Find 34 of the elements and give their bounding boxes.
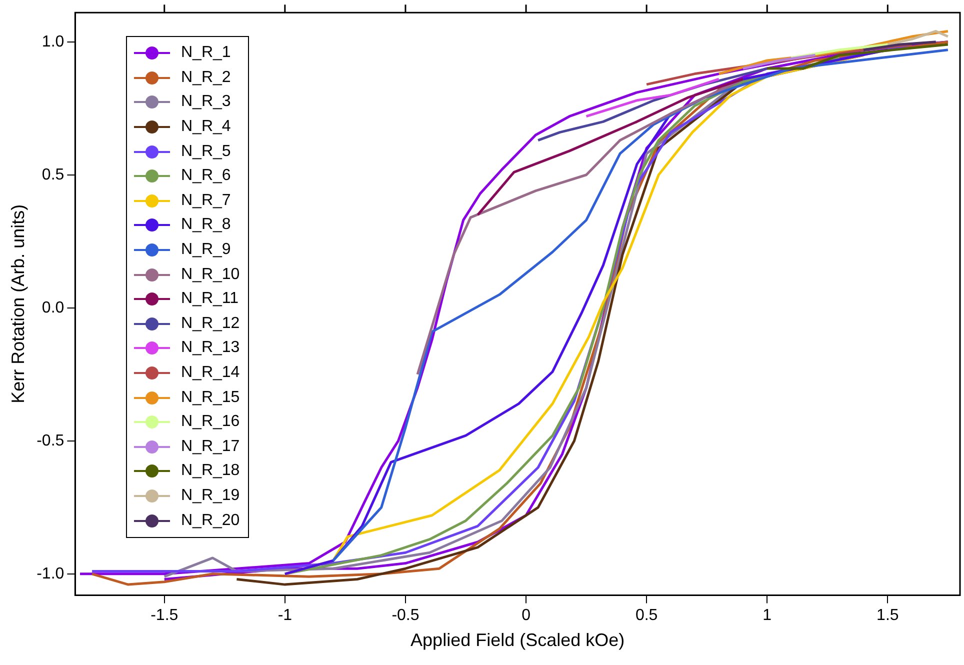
legend-label: N_R_12 — [181, 314, 240, 333]
x-tick-label: -1 — [278, 607, 292, 624]
legend-label: N_R_16 — [181, 413, 240, 432]
y-axis-title: Kerr Rotation (Arb. units) — [8, 204, 28, 404]
legend-label: N_R_4 — [181, 118, 231, 136]
legend-label: N_R_17 — [181, 438, 240, 456]
legend-label: N_R_18 — [181, 462, 240, 480]
y-tick-label: -0.5 — [36, 432, 64, 450]
legend-label: N_R_19 — [181, 486, 240, 505]
legend-label: N_R_10 — [181, 266, 240, 284]
x-tick-label: 0.5 — [635, 607, 658, 624]
legend-label: N_R_9 — [181, 241, 231, 260]
x-tick-label: -1.5 — [150, 607, 178, 624]
x-axis-title: Applied Field (Scaled kOe) — [410, 630, 625, 650]
legend-label: N_R_7 — [181, 192, 231, 210]
y-tick-label: 1.0 — [42, 33, 64, 50]
x-tick-label: -0.5 — [392, 607, 420, 624]
legend-label: N_R_3 — [181, 93, 231, 112]
legend-label: N_R_5 — [181, 142, 231, 161]
legend-label: N_R_8 — [181, 216, 231, 234]
legend-label: N_R_14 — [181, 364, 240, 382]
legend-label: N_R_15 — [181, 388, 240, 407]
legend-label: N_R_11 — [181, 290, 239, 308]
y-tick-label: 0.0 — [42, 299, 64, 316]
legend-label: N_R_2 — [181, 68, 231, 87]
legend-label: N_R_6 — [181, 167, 231, 186]
y-tick-label: 0.5 — [42, 166, 64, 184]
x-tick-label: 1 — [762, 607, 772, 624]
x-tick-label: 0 — [522, 607, 531, 624]
y-tick-label: -1.0 — [36, 565, 64, 582]
legend-label: N_R_20 — [181, 512, 240, 530]
legend-label: N_R_13 — [181, 339, 240, 358]
x-tick-label: 1.5 — [876, 607, 899, 624]
legend-label: N_R_1 — [181, 44, 231, 62]
